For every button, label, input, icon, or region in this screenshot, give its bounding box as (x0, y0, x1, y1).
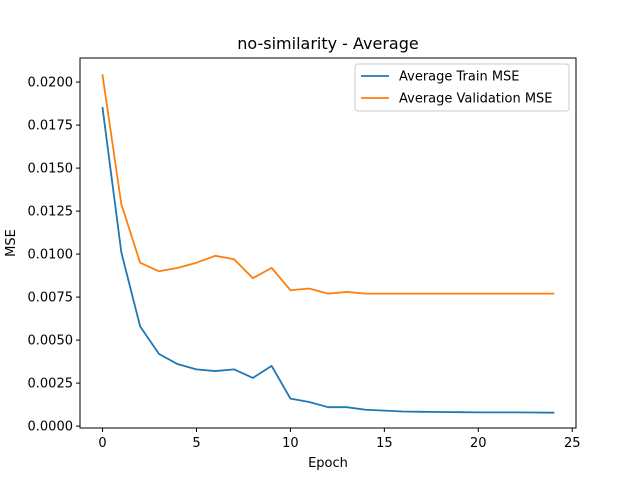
plot-frame (79, 57, 577, 429)
series-layer (101, 74, 555, 414)
x-tick-label: 0 (98, 436, 106, 451)
y-tick-label: 0.0050 (28, 334, 74, 349)
y-tick-label: 0.0175 (28, 119, 74, 134)
y-tick-label: 0.0075 (28, 291, 74, 306)
x-tick-label: 5 (192, 436, 200, 451)
legend-box (354, 63, 570, 112)
y-tick-label: 0.0025 (28, 377, 74, 392)
y-tick-label: 0.0000 (28, 420, 74, 435)
series-line-average-validation-mse (101, 74, 555, 295)
x-tick-label: 15 (376, 436, 393, 451)
legend-label: Average Validation MSE (399, 92, 553, 107)
chart-title: no-similarity - Average (237, 34, 418, 53)
x-tick-label: 10 (282, 436, 299, 451)
series-line-average-train-mse (101, 106, 555, 414)
legend: Average Train MSE Average Validation MSE (354, 63, 570, 112)
x-axis-label: Epoch (308, 456, 348, 471)
y-tick-label: 0.0150 (28, 162, 74, 177)
x-axis-ticks: 0 5 10 15 20 25 (98, 428, 581, 451)
y-tick-label: 0.0100 (28, 248, 74, 263)
y-axis-label: MSE (4, 229, 19, 257)
x-tick-label: 25 (564, 436, 581, 451)
y-tick-label: 0.0125 (28, 205, 74, 220)
y-axis-ticks: 0.0000 0.0025 0.0050 0.0075 0.0100 0.0125 0.01… (28, 76, 80, 435)
legend-label: Average Train MSE (399, 70, 520, 85)
y-tick-label: 0.0200 (28, 76, 74, 91)
x-tick-label: 20 (470, 436, 487, 451)
